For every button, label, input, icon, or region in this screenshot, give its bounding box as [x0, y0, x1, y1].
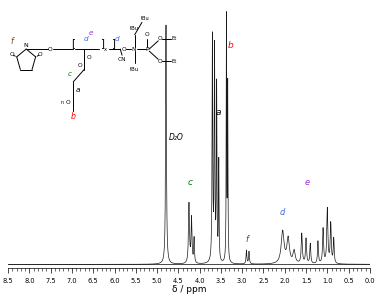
X-axis label: δ / ppm: δ / ppm [172, 285, 206, 294]
Text: D₂O: D₂O [169, 133, 184, 142]
Text: a: a [215, 108, 221, 117]
Text: e: e [305, 178, 310, 187]
Text: d: d [280, 208, 285, 217]
Text: b: b [228, 41, 234, 50]
Text: f: f [246, 235, 249, 244]
Text: c: c [188, 178, 193, 187]
